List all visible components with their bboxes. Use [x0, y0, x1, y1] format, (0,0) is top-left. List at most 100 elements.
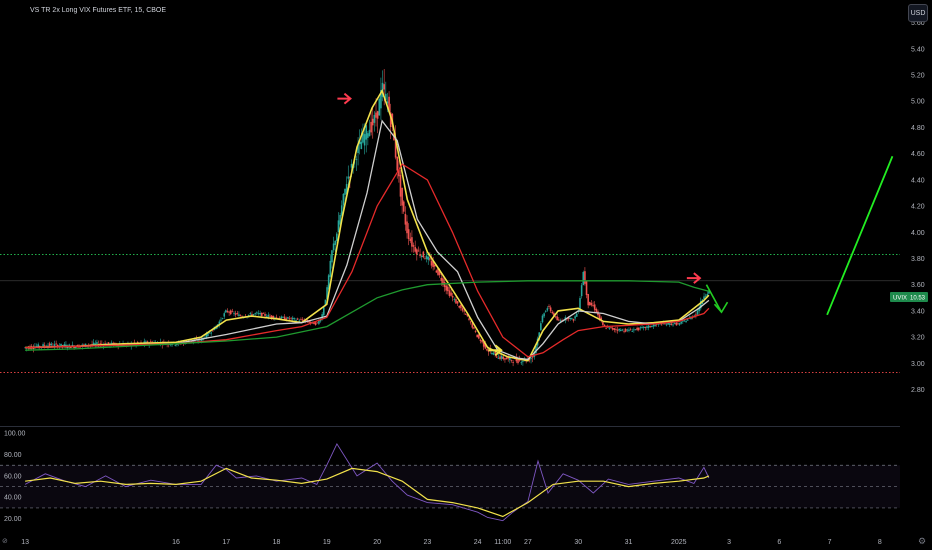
candle-body [634, 329, 637, 330]
candle-body [350, 163, 353, 168]
candle-body [60, 343, 62, 347]
candle-body [386, 101, 389, 104]
candle-body [616, 329, 619, 331]
candle-body [557, 319, 560, 321]
price-axis-tick-label: 3.60 [911, 282, 925, 289]
candle-body [380, 90, 382, 109]
candle-body [68, 344, 71, 346]
candle-body [639, 327, 642, 329]
candle-body [665, 324, 668, 326]
candle-body [334, 240, 337, 245]
candle-body [430, 260, 433, 266]
candle-body [362, 132, 364, 143]
candle-body [518, 359, 521, 361]
time-axis[interactable]: 13 16 17 18 19 20 23 24 11:00 27 30 31 2025 3 6 7 8 [21, 539, 882, 546]
arrow-right-marker[interactable] [488, 344, 503, 356]
candle-body [291, 317, 294, 320]
gear-icon[interactable]: ⚙ [918, 536, 927, 546]
candle-body [651, 325, 653, 328]
candle-body [473, 327, 475, 329]
candle-body [629, 329, 632, 331]
candle-body [336, 233, 338, 241]
rsi-series-line [24, 442, 710, 522]
candle-body [107, 342, 110, 345]
drawing-annotations[interactable] [337, 92, 894, 356]
candle-body [642, 326, 645, 328]
candle-body [463, 310, 465, 312]
candle-body [670, 323, 673, 326]
candle-body [32, 348, 35, 349]
candle-body [288, 318, 291, 320]
candle-body [505, 357, 508, 360]
currency-button[interactable]: USD [908, 4, 928, 22]
candle-body [590, 303, 593, 306]
candle-body [455, 299, 457, 304]
candle-body [703, 296, 705, 300]
candle-body [270, 315, 273, 318]
time-axis-tick-label: 7 [828, 539, 832, 546]
candle-body [231, 311, 234, 313]
candle-body [535, 345, 537, 354]
candle-body [96, 342, 98, 345]
candle-body [482, 342, 485, 347]
candle-body [236, 313, 239, 314]
candle-body [602, 322, 604, 325]
price-axis-tick-label: 4.20 [911, 204, 925, 211]
price-axis-tick-label: 4.40 [911, 177, 925, 184]
candle-body [337, 220, 340, 233]
moving-average-line [25, 163, 710, 358]
price-axis[interactable]: 5.60 5.40 5.20 5.00 4.80 4.60 4.40 4.20 4.00 3.80… [911, 20, 925, 394]
arrow-right-marker[interactable] [337, 92, 352, 105]
candle-body [293, 317, 296, 319]
candle-body [339, 215, 341, 225]
candle-body [450, 292, 452, 296]
arrow-down-head[interactable] [713, 301, 729, 314]
rsi-panel[interactable] [0, 442, 900, 522]
candle-body [445, 285, 447, 291]
candle-body [652, 324, 655, 327]
time-axis-tick-label: 3 [727, 539, 731, 546]
candle-body [205, 333, 208, 339]
candle-body [234, 313, 237, 315]
candle-body [621, 329, 624, 331]
timezone-icon[interactable]: ⊘ [2, 538, 8, 545]
candle-body [259, 313, 261, 315]
candle-body [440, 277, 443, 281]
candle-body [530, 358, 532, 360]
candle-body [546, 308, 549, 311]
candle-body [316, 322, 319, 324]
candle-body [55, 343, 57, 345]
candle-body [442, 278, 444, 285]
rsi-axis-tick-label: 100.00 [4, 431, 26, 438]
price-panel[interactable] [0, 69, 900, 373]
candle-body [37, 344, 39, 348]
candle-body [515, 357, 518, 362]
candle-body [438, 271, 441, 276]
time-axis-tick-label: 13 [21, 539, 29, 546]
candle-body [322, 307, 325, 316]
price-axis-tick-label: 5.60 [911, 20, 925, 27]
arrow-right-marker[interactable] [686, 272, 702, 284]
candle-body [66, 347, 69, 349]
arrow-down-marker[interactable] [705, 284, 723, 313]
candle-body [407, 229, 410, 239]
candle-body [378, 98, 381, 116]
candle-body [510, 360, 513, 361]
candle-body [285, 318, 288, 320]
price-tag-symbol: UVIX [893, 296, 907, 302]
candle-body [91, 344, 93, 345]
candle-body [598, 314, 601, 320]
candle-body [260, 312, 263, 317]
candle-body [479, 339, 482, 342]
time-axis-tick-label: 31 [625, 539, 633, 546]
candle-body [197, 340, 199, 342]
candle-body [569, 317, 572, 319]
trend-line[interactable] [826, 155, 894, 316]
candle-body [647, 325, 650, 328]
candle-body [249, 313, 252, 314]
candle-body [228, 311, 230, 313]
price-axis-tick-label: 5.00 [911, 99, 925, 106]
price-axis-tick-label: 3.20 [911, 335, 925, 342]
candle-body [425, 255, 428, 259]
